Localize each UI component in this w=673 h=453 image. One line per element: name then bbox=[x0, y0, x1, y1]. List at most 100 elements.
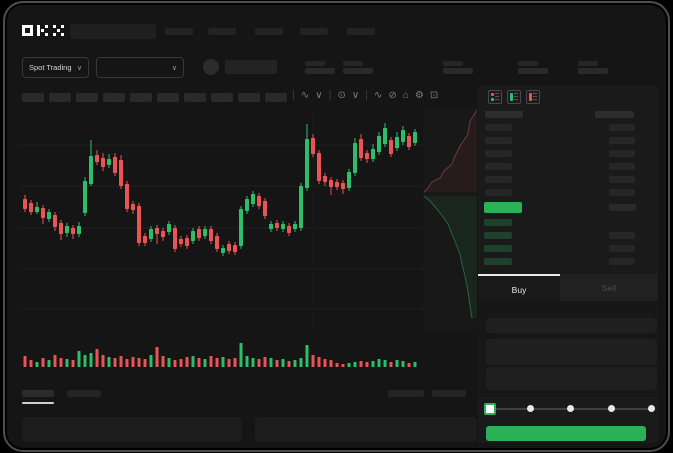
nav-item-placeholder[interactable] bbox=[347, 28, 375, 35]
interval-placeholder[interactable] bbox=[103, 93, 125, 102]
bid-row-size bbox=[484, 219, 512, 226]
stat-group bbox=[578, 61, 612, 74]
slider-stop[interactable] bbox=[648, 405, 655, 412]
candle bbox=[113, 157, 117, 173]
volume-bar bbox=[83, 355, 87, 367]
amount-input[interactable] bbox=[486, 339, 657, 365]
amount-slider[interactable] bbox=[484, 403, 655, 415]
volume-bar bbox=[113, 358, 117, 367]
book-both-icon[interactable] bbox=[488, 90, 502, 104]
candle bbox=[167, 224, 171, 232]
last-price-bar[interactable] bbox=[484, 202, 522, 213]
history-panel-placeholder bbox=[255, 417, 477, 442]
interval-placeholder[interactable] bbox=[130, 93, 152, 102]
candle bbox=[413, 132, 417, 143]
chevron-down-icon: ∨ bbox=[76, 64, 82, 72]
volume-bar bbox=[353, 362, 357, 367]
volume-bar bbox=[119, 356, 123, 367]
interval-placeholder[interactable] bbox=[211, 93, 233, 102]
volume-bar bbox=[173, 360, 177, 367]
fullscreen-icon[interactable]: ⊡ bbox=[429, 89, 439, 101]
candle bbox=[227, 244, 231, 251]
interval-placeholder[interactable] bbox=[76, 93, 98, 102]
candle bbox=[77, 226, 81, 234]
ask-row-size bbox=[485, 189, 512, 196]
volume-bar bbox=[221, 357, 225, 367]
slider-stop[interactable] bbox=[567, 405, 574, 412]
volume-bar bbox=[383, 360, 387, 367]
candle bbox=[269, 224, 273, 229]
interval-placeholder[interactable] bbox=[184, 93, 206, 102]
ask-row-size bbox=[485, 163, 512, 170]
candle bbox=[41, 208, 45, 218]
draw-tools-icon[interactable]: ⊘ bbox=[388, 89, 397, 101]
price-input[interactable] bbox=[486, 318, 657, 333]
volume-bar bbox=[191, 356, 195, 367]
slider-stop[interactable] bbox=[608, 405, 615, 412]
divider: | bbox=[328, 89, 332, 101]
book-sell-icon[interactable] bbox=[526, 90, 540, 104]
nav-item-placeholder[interactable] bbox=[208, 28, 236, 35]
bid-row-total bbox=[609, 258, 635, 265]
indicator-icon[interactable]: ⊙ bbox=[337, 89, 346, 101]
volume-bar bbox=[95, 349, 99, 367]
tab-sell[interactable]: Sell bbox=[560, 274, 658, 301]
chevron-down-icon[interactable]: ∨ bbox=[315, 89, 323, 101]
chevron-down-icon[interactable]: ∨ bbox=[351, 89, 360, 101]
bid-row-size bbox=[484, 258, 512, 265]
interval-placeholder[interactable] bbox=[265, 93, 287, 102]
interval-icon[interactable]: ∿ bbox=[300, 89, 310, 101]
candle bbox=[59, 223, 63, 234]
chart-tab[interactable] bbox=[67, 390, 101, 397]
interval-placeholder[interactable] bbox=[238, 93, 260, 102]
pair-dropdown[interactable]: ∨ bbox=[96, 57, 184, 78]
volume-bar bbox=[77, 351, 81, 367]
total-input[interactable] bbox=[486, 367, 657, 390]
interval-placeholder[interactable] bbox=[22, 93, 44, 102]
indicators-icon[interactable]: ∿ bbox=[374, 89, 383, 101]
candle bbox=[23, 199, 27, 209]
market-type-dropdown[interactable]: Spot Trading ∨ bbox=[22, 57, 89, 78]
chart-option[interactable] bbox=[388, 390, 424, 397]
volume-bar bbox=[125, 359, 129, 367]
slider-stop[interactable] bbox=[527, 405, 534, 412]
settings-icon[interactable]: ⚙ bbox=[414, 89, 424, 101]
candle bbox=[287, 226, 291, 233]
candle bbox=[377, 136, 381, 152]
volume-bar bbox=[215, 358, 219, 367]
candle bbox=[149, 229, 153, 239]
candle bbox=[389, 140, 393, 154]
candle bbox=[281, 224, 285, 229]
nav-item-placeholder[interactable] bbox=[165, 28, 193, 35]
bid-row-size bbox=[484, 232, 512, 239]
interval-placeholder[interactable] bbox=[49, 93, 71, 102]
volume-bar bbox=[143, 359, 147, 367]
volume-bar bbox=[263, 357, 267, 367]
volume-bar bbox=[377, 359, 381, 367]
camera-icon[interactable]: ⌂ bbox=[402, 89, 409, 101]
buy-submit-button[interactable] bbox=[486, 426, 646, 441]
candlestick-chart[interactable] bbox=[20, 108, 423, 370]
chart-tab-active[interactable] bbox=[22, 390, 54, 397]
bid-row-size bbox=[484, 245, 512, 252]
slider-handle[interactable] bbox=[484, 403, 496, 415]
candle bbox=[173, 228, 177, 249]
interval-placeholder[interactable] bbox=[157, 93, 179, 102]
coin-avatar bbox=[203, 59, 219, 75]
book-glyph bbox=[533, 93, 537, 101]
candle bbox=[329, 180, 333, 187]
divider: | bbox=[365, 89, 369, 101]
tab-buy[interactable]: Buy bbox=[478, 274, 560, 303]
chart-option[interactable] bbox=[432, 390, 466, 397]
volume-bar bbox=[341, 364, 345, 367]
stat-group bbox=[343, 61, 377, 74]
volume-bar bbox=[365, 362, 369, 367]
volume-bar bbox=[311, 355, 315, 367]
candle bbox=[35, 207, 39, 212]
nav-item-placeholder[interactable] bbox=[300, 28, 328, 35]
volume-bar bbox=[59, 358, 63, 367]
nav-item-placeholder[interactable] bbox=[255, 28, 283, 35]
ask-row-size bbox=[485, 176, 512, 183]
book-buy-icon[interactable] bbox=[507, 90, 521, 104]
trade-module: Buy Sell bbox=[478, 85, 658, 443]
